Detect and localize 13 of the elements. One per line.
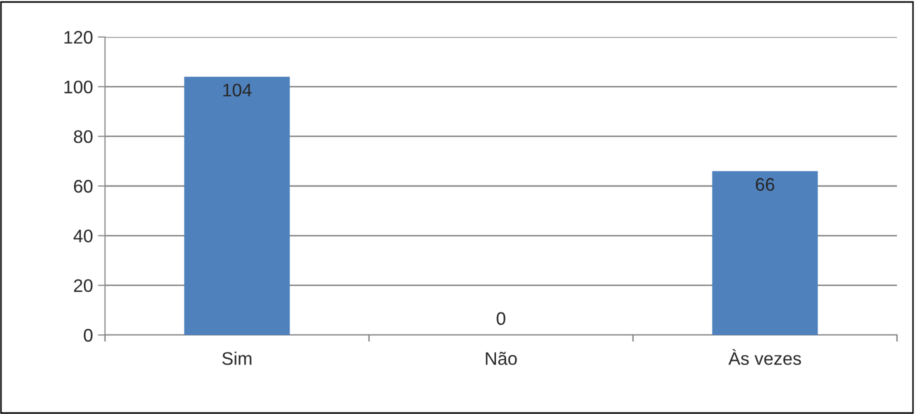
- y-tick-label: 0: [84, 328, 92, 342]
- x-tick-label: Não: [486, 352, 517, 365]
- y-tick-label: 100: [64, 80, 92, 94]
- y-tick-label: 60: [74, 180, 92, 193]
- x-tick-label: Sim: [222, 352, 252, 365]
- y-tick-label: 80: [74, 130, 92, 144]
- y-tick-label: 120: [64, 30, 92, 44]
- data-label: 104: [223, 84, 252, 96]
- y-tick-label: 20: [74, 279, 92, 292]
- data-label: 0: [496, 312, 506, 325]
- y-tick-label: 40: [74, 230, 92, 242]
- x-tick-label: Às vezes: [728, 349, 801, 365]
- data-label: 66: [756, 178, 774, 191]
